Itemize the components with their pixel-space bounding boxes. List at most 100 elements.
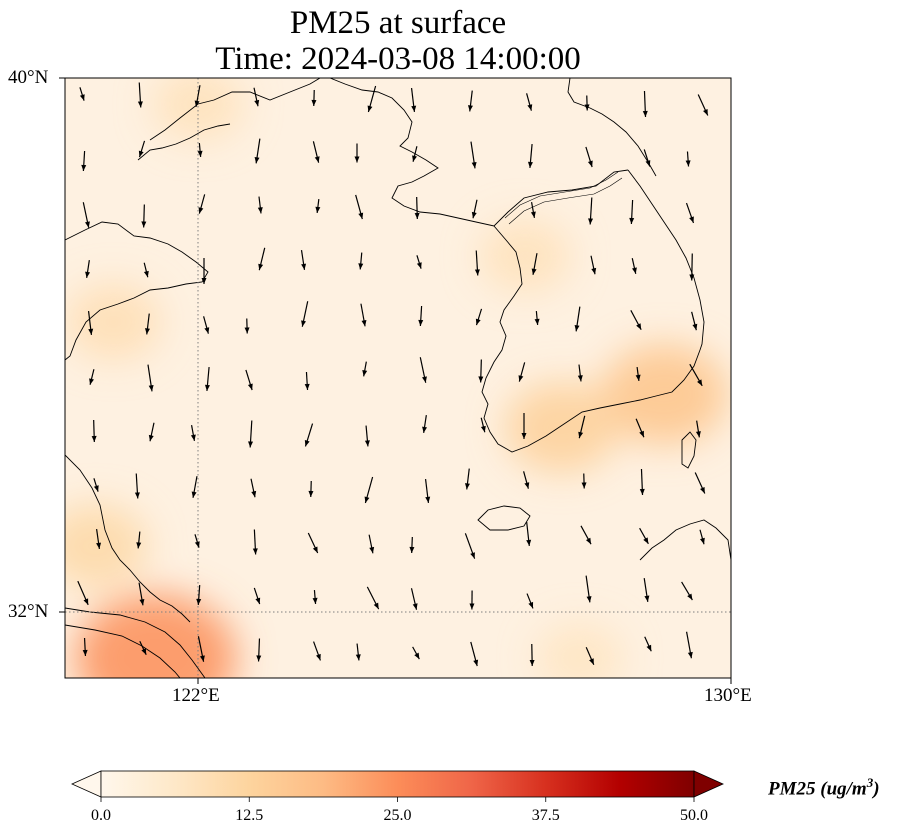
wind-arrow [194, 534, 200, 548]
tsushima [681, 431, 697, 469]
map-panel [59, 77, 732, 684]
wind-vectors [77, 82, 709, 667]
wind-arrow [534, 310, 540, 326]
wind-arrow [253, 87, 260, 107]
wind-arrow [694, 472, 706, 494]
wind-arrow [630, 310, 642, 330]
wind-arrow [355, 643, 361, 661]
wind-arrow [480, 417, 486, 433]
colorbar-tick-label: 50.0 [680, 807, 708, 824]
coast-bohai-east [329, 78, 629, 227]
colorbar-tick-label: 12.5 [235, 807, 264, 824]
wind-arrow [144, 313, 150, 335]
wind-arrow [358, 252, 364, 270]
wind-arrow [136, 531, 142, 549]
wind-arrow [91, 419, 97, 443]
wind-arrow [410, 88, 417, 112]
wind-arrow [478, 359, 484, 383]
wind-arrow [301, 301, 309, 327]
wind-arrow [518, 362, 526, 382]
wind-arrow [147, 364, 154, 392]
wind-arrow [315, 198, 321, 214]
wind-arrow [585, 146, 593, 168]
wind-arrow [148, 422, 155, 442]
wind-arrow [643, 578, 650, 602]
wind-arrow [257, 196, 263, 214]
colorbar-label-tail: ) [873, 778, 880, 800]
pm25-field [65, 78, 728, 678]
wind-arrow [689, 253, 695, 281]
wind-arrow [643, 149, 651, 167]
wind-arrow [85, 260, 91, 278]
wind-arrow [470, 641, 479, 667]
korea-dmz-border2 [508, 177, 623, 225]
wind-arrow [203, 316, 210, 334]
lon-label-130e: 130°E [704, 685, 752, 706]
wind-arrow [138, 582, 145, 606]
wind-arrow [469, 590, 475, 610]
coast-liaodong [149, 78, 321, 141]
wind-arrow [642, 90, 648, 118]
gridlines [65, 78, 731, 678]
wind-arrow [252, 529, 258, 555]
wind-arrow [248, 420, 254, 448]
wind-arrow [631, 258, 637, 274]
wind-arrow [470, 141, 477, 169]
coast-china-north [65, 454, 191, 623]
wind-arrow [245, 369, 253, 391]
wind-arrow [360, 303, 367, 327]
coast-liaodong-tip [137, 123, 231, 161]
wind-arrow [526, 522, 532, 546]
wind-arrow [250, 478, 257, 498]
pm25-hotspot-jiangsu-coast [65, 504, 148, 588]
wind-arrow [523, 471, 530, 489]
map-title-line1: PM25 at surface [289, 5, 507, 41]
wind-arrow [87, 311, 94, 335]
wind-arrow [697, 94, 709, 116]
wind-arrow [304, 423, 314, 447]
wind-arrow [197, 142, 203, 158]
wind-arrow [256, 638, 262, 662]
lon-label-122e: 122°E [172, 685, 220, 706]
wind-arrow [521, 413, 527, 439]
wind-arrow [590, 255, 597, 275]
colorbar-label-text: PM25 (ug/m [768, 778, 867, 800]
coast-korea-north [567, 78, 657, 177]
lat-label-32n: 32°N [8, 601, 49, 622]
wind-arrow [313, 641, 321, 661]
wind-arrow [531, 253, 538, 275]
pm25-hotspot-east-china-sea-south [536, 623, 624, 678]
wind-arrow [355, 194, 364, 220]
wind-arrow [82, 202, 90, 228]
wind-arrow [422, 415, 428, 433]
wind-arrow [581, 473, 587, 489]
wind-arrow [253, 587, 261, 605]
wind-arrow [77, 580, 89, 606]
wind-arrow [201, 258, 207, 284]
wind-arrow [639, 527, 649, 545]
wind-arrow [685, 631, 693, 659]
wind-arrow [312, 141, 320, 163]
wind-arrow [689, 363, 703, 387]
wind-arrow [474, 250, 480, 276]
wind-arrow [300, 250, 307, 270]
coast-korea-west [481, 225, 701, 453]
wind-arrow [588, 197, 594, 225]
wind-arrow [635, 366, 641, 382]
wind-arrow [526, 593, 534, 609]
wind-arrow [699, 529, 705, 545]
wind-arrow [196, 584, 202, 606]
wind-arrow [695, 420, 701, 438]
wind-arrow [526, 93, 533, 111]
wind-arrow [139, 640, 147, 656]
wind-arrow [244, 318, 250, 334]
wind-arrow [141, 204, 147, 228]
wind-arrow [414, 196, 420, 220]
wind-arrow [577, 364, 583, 382]
wind-arrow [254, 138, 261, 164]
wind-arrow [464, 533, 476, 559]
wind-arrow [312, 589, 318, 605]
lat-label-40n: 40°N [8, 67, 49, 88]
wind-arrow [410, 588, 418, 610]
wind-arrow [635, 418, 645, 438]
